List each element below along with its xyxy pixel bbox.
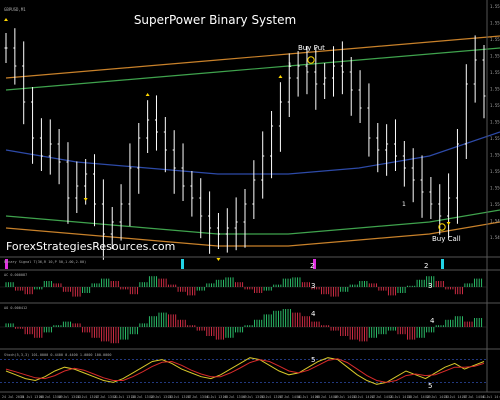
time-tick-label: 24 Jul 2015 xyxy=(2,395,24,399)
time-tick-label: 24 Jul 14:01 xyxy=(278,395,302,399)
ac-number-3a: 3 xyxy=(311,282,315,290)
time-tick-label: 24 Jul 14:13 xyxy=(333,395,357,399)
time-tick-label: 24 Jul 14:45 xyxy=(480,395,500,399)
chart-title: SuperPower Binary System xyxy=(134,13,296,27)
price-tick-label: 1.55100 xyxy=(490,136,500,141)
time-tick-label: 24 Jul 13:45 xyxy=(204,395,228,399)
price-tick-label: 1.55000 xyxy=(490,202,500,207)
stochastic-panel xyxy=(0,357,487,385)
wave-label-1-bottom: 1 xyxy=(402,201,406,208)
buy-put-marker xyxy=(307,56,315,64)
time-tick-label: 24 Jul 13:29 xyxy=(131,395,155,399)
stoch-signal-line xyxy=(5,358,485,383)
band-outer-upper xyxy=(5,35,500,79)
watermark-text: ForexStrategiesResources.com xyxy=(6,240,175,253)
time-tick-label: 24 Jul 14:21 xyxy=(370,395,394,399)
main-price-panel xyxy=(0,0,487,255)
wave-label-1-top: 1 xyxy=(288,62,292,69)
symbol-label: GBPUSD,M1 xyxy=(4,7,26,12)
time-tick-label: 24 Jul 13:57 xyxy=(260,395,284,399)
ac-number-3b: 3 xyxy=(428,282,432,290)
signal-mark xyxy=(441,259,444,269)
main-plot-layer xyxy=(4,18,500,261)
signal-mark xyxy=(181,259,184,269)
time-tick-label: 24 Jul 14:17 xyxy=(352,395,376,399)
price-tick-label: 1.55025 xyxy=(490,186,500,191)
time-tick-label: 24 Jul 14:05 xyxy=(296,395,320,399)
ac-histogram xyxy=(0,276,487,297)
signal-arrow xyxy=(4,18,8,21)
ao-histogram xyxy=(0,309,487,344)
signal-number-2: 2 xyxy=(424,262,428,270)
price-tick-label: 1.55125 xyxy=(490,120,500,125)
ao-number-4b: 4 xyxy=(430,317,435,325)
buy-call-marker xyxy=(438,223,446,231)
buy-call-label: Buy Call xyxy=(432,235,461,243)
signal-arrow xyxy=(145,93,150,96)
ao-number-4a: 4 xyxy=(311,310,316,318)
price-tick-label: 1.55150 xyxy=(490,103,500,108)
price-tick-label: 1.54975 xyxy=(490,219,500,224)
time-tick-label: 24 Jul 13:49 xyxy=(223,395,247,399)
price-tick-label: 1.55175 xyxy=(490,87,500,92)
signal-strip xyxy=(5,259,444,269)
time-tick-label: 24 Jul 13:37 xyxy=(168,395,192,399)
price-tick-label: 1.54950 xyxy=(490,235,500,240)
time-tick-label: 24 Jul 13:41 xyxy=(186,395,210,399)
price-tick-label: 1.55200 xyxy=(490,70,500,75)
price-tick-label: 1.55250 xyxy=(490,37,500,42)
price-scale: 1.55300 1.55275 1.55250 1.55225 1.55200 1.551… xyxy=(490,4,500,240)
band-mid xyxy=(5,131,500,175)
band-outer-lower xyxy=(5,221,500,247)
signal-number-1: 2 xyxy=(310,262,314,270)
sto-number-5b: 5 xyxy=(428,382,432,390)
signal-arrow xyxy=(83,198,88,201)
time-tick-label: 24 Jul 14:29 xyxy=(407,395,431,399)
time-tick-label: 24 Jul 14:37 xyxy=(444,395,468,399)
price-tick-label: 1.55075 xyxy=(490,153,500,158)
signal-arrow xyxy=(216,258,221,261)
time-tick-label: 24 Jul 14:41 xyxy=(462,395,486,399)
band-inner-lower xyxy=(5,209,500,235)
time-tick-label: 24 Jul 13:33 xyxy=(149,395,173,399)
time-tick-label: 24 Jul 14:09 xyxy=(315,395,339,399)
time-tick-label: 24 Jul 13:21 xyxy=(94,395,118,399)
signal-arrow xyxy=(278,75,283,78)
time-tick-label: 24 Jul 13:13 xyxy=(57,395,81,399)
price-tick-label: 1.55225 xyxy=(490,54,500,59)
price-tick-label: 1.55050 xyxy=(490,169,500,174)
time-tick-label: 24 Jul 13:09 xyxy=(39,395,63,399)
buy-put-label: Buy Put xyxy=(298,44,325,52)
signal-arrow xyxy=(446,222,451,225)
time-tick-label: 24 Jul 14:25 xyxy=(388,395,412,399)
sto-number-5a: 5 xyxy=(311,356,315,364)
ac-panel-label: AC 0.000087 xyxy=(4,273,27,277)
signal-mark xyxy=(313,259,316,269)
price-tick-label: 1.55300 xyxy=(490,4,500,9)
time-tick-label: 24 Jul 13:17 xyxy=(76,395,100,399)
signal-mark xyxy=(5,259,8,269)
stochastic-panel-label: Stoch(5,3,3) 101.0000 0.4400 0.4400 1.00… xyxy=(4,353,111,357)
time-tick-label: 24 Jul 13:25 xyxy=(112,395,136,399)
signal-panel-label: Binary Signal T(36,R 10,P 50,1.00,2.00) xyxy=(4,260,86,264)
band-inner-upper xyxy=(5,47,500,91)
price-tick-label: 1.55275 xyxy=(490,21,500,26)
stoch-main-line xyxy=(5,357,485,385)
time-tick-label: 24 Jul 13:05 xyxy=(20,395,44,399)
ao-panel-label: AO 0.000412 xyxy=(4,306,27,310)
time-tick-label: 24 Jul 13:53 xyxy=(241,395,265,399)
time-tick-label: 24 Jul 14:33 xyxy=(425,395,449,399)
